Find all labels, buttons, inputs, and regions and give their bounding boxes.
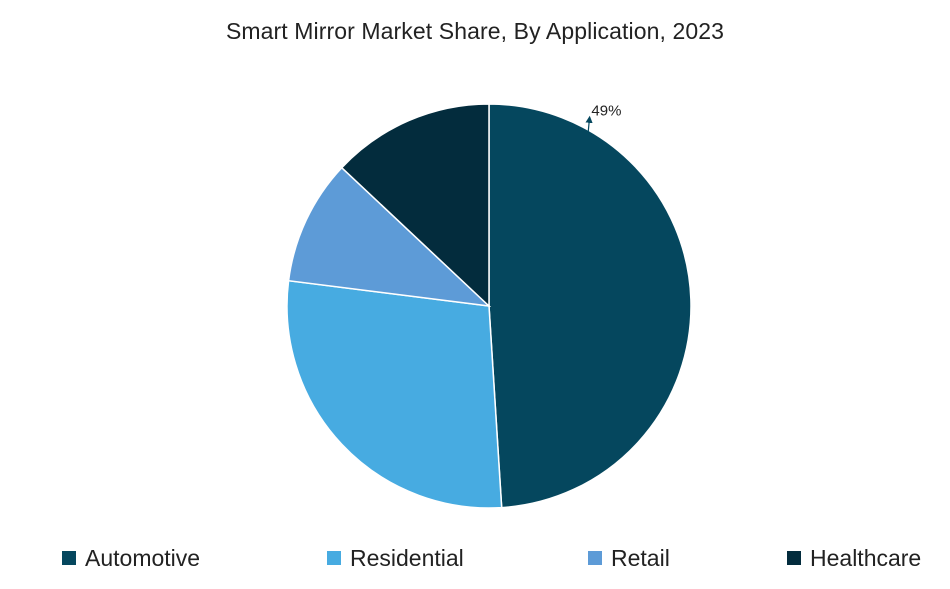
data-label-automotive: 49% [591, 102, 621, 119]
pie-slice-healthcare [340, 103, 490, 308]
legend-label-retail: Retail [611, 544, 670, 571]
pie-slice-residential [286, 279, 503, 509]
legend-label-automotive: Automotive [85, 544, 201, 571]
data-label-leader-automotive [585, 115, 593, 135]
chart-title: Smart Mirror Market Share, By Applicatio… [225, 18, 725, 44]
pie-slice-automotive [488, 103, 692, 509]
pie-chart: 49% [286, 102, 692, 509]
legend-label-residential: Residential [350, 544, 464, 571]
legend: Automotive Residential Retail Healthcare [0, 540, 950, 576]
legend-swatch-healthcare [787, 551, 801, 565]
legend-item-retail: Retail [588, 540, 670, 576]
legend-item-residential: Residential [327, 540, 464, 576]
legend-label-healthcare: Healthcare [810, 544, 922, 571]
legend-item-automotive: Automotive [62, 540, 200, 576]
legend-swatch-retail [588, 551, 602, 565]
legend-item-healthcare: Healthcare [787, 540, 921, 576]
pie-slice-retail [287, 166, 492, 308]
legend-swatch-residential [327, 551, 341, 565]
legend-swatch-automotive [62, 551, 76, 565]
